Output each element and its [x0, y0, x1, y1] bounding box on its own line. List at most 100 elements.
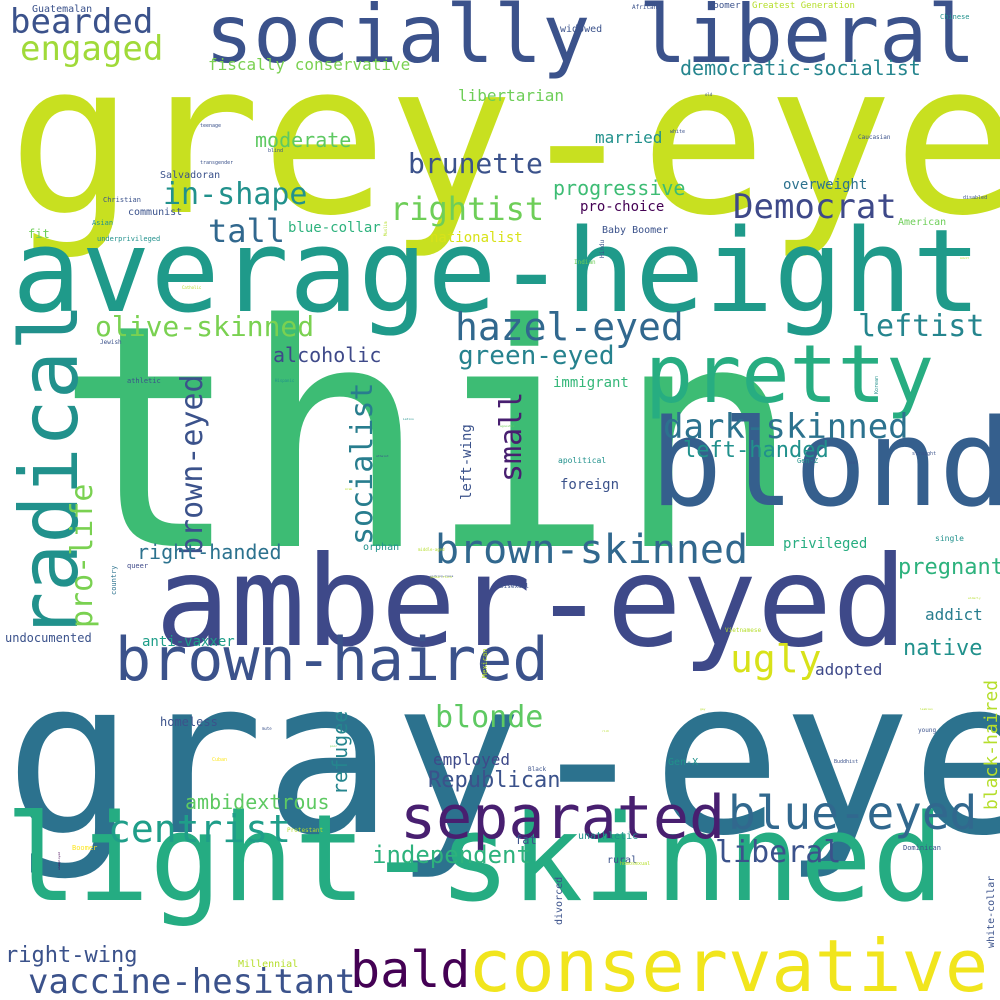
word-blind: blind — [268, 148, 284, 154]
word-caucasian: Caucasian — [858, 134, 891, 141]
word-republican: Republican — [428, 768, 561, 793]
word-muslim: Muslim — [383, 221, 388, 236]
word-ambidextrous: ambidextrous — [185, 790, 330, 814]
word-amber-eyed: amber-eyed — [155, 530, 908, 675]
word-catholic: Catholic — [182, 285, 202, 290]
word-elderly: elderly — [968, 596, 981, 600]
word-pro-choice: pro-choice — [580, 199, 665, 215]
word-adult: Adult — [960, 256, 970, 260]
word-agnostic: agnostic — [500, 424, 515, 428]
word-widowed: widowed — [560, 24, 603, 35]
word-transgender: transgender — [200, 160, 234, 166]
word-vaccine-hesitant: vaccine-hesitant — [28, 962, 356, 1000]
word-privileged: privileged — [783, 536, 868, 552]
word-hispanic: Hispanic — [275, 378, 295, 383]
word-right-wing: right-wing — [5, 943, 138, 968]
word-disabled: disabled — [963, 195, 988, 201]
word-baby-boomer: Baby Boomer — [602, 225, 669, 236]
word-divorced: divorced — [554, 876, 565, 925]
word-straight: straight — [912, 451, 937, 457]
word-socially-liberal: socially liberal — [205, 0, 976, 81]
word-native: native — [903, 636, 983, 661]
word-christian: Christian — [103, 196, 141, 204]
word-left-wing: left-wing — [459, 424, 475, 500]
word-gay: gay — [700, 707, 706, 711]
word-black-haired: black-haired — [981, 679, 1000, 810]
word-protestant: Protestant — [287, 827, 324, 834]
word-underprivileged: underprivileged — [97, 235, 161, 243]
word-blonde: blonde — [435, 700, 544, 735]
word-pro-life: pro-life — [65, 483, 100, 629]
word-separated: separated — [400, 783, 726, 853]
word-engaged: engaged — [20, 29, 164, 69]
word-greatest-generation: Greatest Generation — [752, 1, 855, 11]
word-libertarian: libertarian — [458, 86, 564, 105]
word-young: young — [918, 727, 937, 734]
word-grey-eyed: grey-eyed — [8, 17, 1000, 262]
word-lesbian: lesbian — [920, 707, 933, 711]
word-tall: tall — [208, 212, 286, 250]
word-foreign: foreign — [560, 477, 620, 493]
word-unathletic: unathletic — [578, 831, 639, 842]
word-chinese: Chinese — [940, 13, 970, 21]
word-fat: fat — [515, 833, 537, 847]
word-zoomer: Zoomer — [708, 1, 741, 11]
word-white-collar: white-collar — [986, 875, 997, 948]
word-asian: Asian — [92, 219, 114, 227]
word-communist: communist — [128, 207, 183, 218]
word-rich: rich — [602, 729, 610, 733]
word-brunette: brunette — [408, 147, 543, 180]
word-salvadoran: Salvadoran — [160, 170, 221, 181]
word-brown-skinned: brown-skinned — [435, 527, 749, 573]
word-employed: employed — [433, 750, 511, 769]
word-buddhist: Buddhist — [834, 759, 859, 765]
word-dominican: Dominican — [903, 844, 941, 852]
word-gen-z: Gen-Z — [797, 457, 819, 465]
word-fit: fit — [28, 227, 50, 241]
word-latino: Latino — [403, 417, 414, 421]
word-small: small — [494, 391, 529, 482]
word-leftist: leftist — [858, 309, 985, 344]
word-in-shape: in-shape — [163, 177, 308, 212]
word-old: old — [705, 92, 713, 97]
word-adopted: adopted — [815, 660, 883, 679]
word-american: American — [898, 217, 947, 228]
word-rural: rural — [607, 855, 638, 866]
word-undocumented: undocumented — [5, 631, 92, 645]
word-guatemalan: Guatemalan — [32, 4, 93, 15]
word-mexican: Mexican — [481, 648, 489, 678]
word-bald: bald — [350, 941, 471, 999]
word-liberal: liberal — [715, 835, 842, 870]
word-mute: mute — [262, 726, 272, 731]
word-white: white — [670, 129, 686, 135]
word-millennial: Millennial — [238, 959, 299, 970]
word-blue-collar: blue-collar — [288, 220, 381, 236]
word-single: single — [935, 534, 964, 543]
word-arab: Arab — [345, 487, 353, 491]
word-african: African — [632, 4, 658, 11]
word-average-height: average-height — [12, 205, 982, 339]
word-homosexual: homosexual — [620, 861, 651, 867]
word-korean: Korean — [874, 375, 880, 394]
word-olive-skinned: olive-skinned — [95, 310, 315, 343]
word-fiscally-conservative: fiscally conservative — [208, 55, 411, 74]
word-gen-x: Gen-X — [668, 757, 699, 768]
word-addict: addict — [925, 605, 983, 624]
word-progressive: progressive — [553, 176, 686, 200]
word-country: country — [110, 565, 118, 595]
word-thin: thin — [55, 259, 802, 620]
word-pregnant: pregnant — [898, 555, 1000, 580]
word-blond: blond — [650, 395, 1000, 534]
word-middle-aged: middle-aged — [418, 547, 445, 552]
word-conservative: conservative — [468, 924, 989, 1000]
word-athletic: athletic — [127, 377, 161, 385]
word-jewish: Jewish — [100, 339, 122, 346]
word-light-skinned: light-skinned — [5, 790, 945, 929]
word-hindu: Hindu — [599, 239, 606, 258]
word-deaf: deaf — [848, 460, 858, 465]
word-boomer: Boomer — [72, 844, 98, 852]
word-left-handed: left-handed — [683, 438, 829, 463]
word-blue-eyed: blue-eyed — [728, 786, 978, 840]
word-pretty: pretty — [645, 328, 934, 421]
